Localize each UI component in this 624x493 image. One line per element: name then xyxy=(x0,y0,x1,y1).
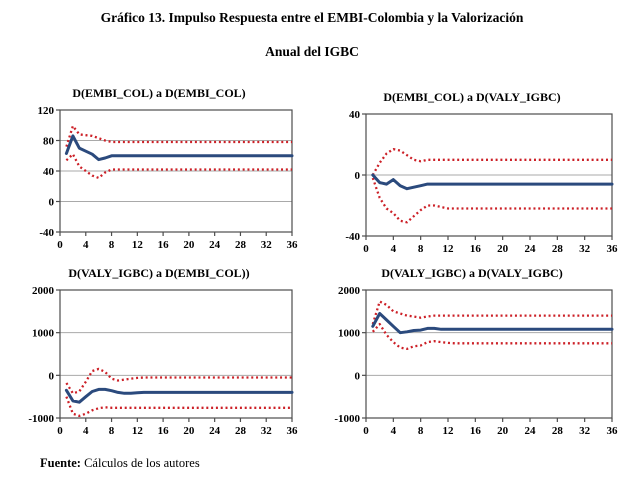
plot-background xyxy=(324,283,620,439)
chart-embi-to-valy: D(EMBI_COL) a D(VALY_IGBC) 40 0 -40 0 4 8 12 16… xyxy=(324,90,620,257)
x-tick-label: 32 xyxy=(261,239,273,251)
x-tick-label: 4 xyxy=(391,243,397,255)
y-tick-label: 2000 xyxy=(338,285,361,297)
y-tick-label: 1000 xyxy=(32,328,55,340)
x-tick-label: 36 xyxy=(287,239,299,251)
series-impulso-respuesta xyxy=(371,173,614,191)
chart-title: D(VALY_IGBC) a D(VALY_IGBC) xyxy=(381,266,563,280)
x-tick-label: 4 xyxy=(83,425,89,437)
x-tick-label: 12 xyxy=(443,425,455,437)
x-tick-label: 8 xyxy=(109,239,115,251)
x-tick-label: 36 xyxy=(607,243,619,255)
source-note: Fuente: Cálculos de los autores xyxy=(40,456,200,471)
x-tick-label: 4 xyxy=(391,425,397,437)
series-banda_superior xyxy=(371,147,612,176)
x-tick-label: 12 xyxy=(443,243,455,255)
x-tick-label: 24 xyxy=(209,239,221,251)
x-tick-label: 0 xyxy=(57,425,63,437)
x-tick-label: 16 xyxy=(470,243,482,255)
chart-title: D(VALY_IGBC) a D(EMBI_COL)) xyxy=(68,266,250,280)
series-banda_inferior xyxy=(65,396,292,418)
x-tick-label: 0 xyxy=(57,239,63,251)
chart-title: D(EMBI_COL) a D(EMBI_COL) xyxy=(72,86,246,100)
x-tick-label: 36 xyxy=(287,425,299,437)
y-tick-label: 40 xyxy=(43,166,55,178)
figure-title-line2: Anual del IGBC xyxy=(265,44,359,59)
x-tick-label: 16 xyxy=(470,425,482,437)
plot-background xyxy=(18,283,300,439)
x-tick-label: 20 xyxy=(497,425,509,437)
x-tick-label: 4 xyxy=(83,239,89,251)
x-tick-label: 28 xyxy=(552,425,564,437)
x-tick-label: 20 xyxy=(183,239,195,251)
y-tick-label: 0 xyxy=(355,170,361,182)
series-impulso-respuesta xyxy=(64,134,294,162)
series-banda_superior xyxy=(65,124,292,147)
x-tick-label: 0 xyxy=(363,243,369,255)
x-tick-label: 8 xyxy=(109,425,115,437)
series-banda_superior xyxy=(371,300,612,325)
plot-background xyxy=(324,107,620,257)
x-tick-label: 28 xyxy=(235,239,247,251)
y-tick-label: 120 xyxy=(38,105,55,117)
series-banda_inferior xyxy=(371,322,612,351)
y-tick-label: -40 xyxy=(39,227,54,239)
impulse-response-plot: 400-400 4 8 12 16 20 24 28 32 36 xyxy=(324,107,620,257)
chart-embi-to-embi: D(EMBI_COL) a D(EMBI_COL) 120 80 40 0 -40 0 4 8… xyxy=(18,86,300,253)
x-tick-label: 28 xyxy=(552,243,564,255)
x-tick-label: 24 xyxy=(525,425,537,437)
chart-title: D(EMBI_COL) a D(VALY_IGBC) xyxy=(383,90,561,104)
x-tick-label: 0 xyxy=(363,425,369,437)
x-tick-label: 16 xyxy=(158,425,170,437)
y-tick-label: 80 xyxy=(43,136,55,148)
series-impulso-respuesta xyxy=(371,312,614,335)
chart-valy-to-embi: D(VALY_IGBC) a D(EMBI_COL)) 2000 1000 0 -10… xyxy=(18,266,300,439)
x-tick-label: 24 xyxy=(209,425,221,437)
y-tick-label: -1000 xyxy=(28,413,54,425)
x-tick-label: 16 xyxy=(158,239,170,251)
y-tick-label: -40 xyxy=(345,231,360,243)
x-tick-label: 36 xyxy=(607,425,619,437)
y-tick-label: 0 xyxy=(355,370,361,382)
x-tick-label: 32 xyxy=(261,425,273,437)
x-tick-label: 28 xyxy=(235,425,247,437)
x-tick-label: 32 xyxy=(579,243,591,255)
source-label: Fuente: xyxy=(40,456,81,470)
series-banda_inferior xyxy=(371,177,612,224)
x-tick-label: 24 xyxy=(525,243,537,255)
x-tick-label: 8 xyxy=(418,425,424,437)
plot-area xyxy=(59,289,293,419)
y-tick-label: 0 xyxy=(49,197,55,209)
plot-area xyxy=(365,289,613,419)
x-tick-label: 12 xyxy=(132,239,144,251)
y-tick-label: 2000 xyxy=(32,285,55,297)
source-text: Cálculos de los autores xyxy=(80,456,200,470)
x-tick-label: 20 xyxy=(497,243,509,255)
figure-title-line1: Gráfico 13. Impulso Respuesta entre el E… xyxy=(100,10,524,25)
x-tick-label: 8 xyxy=(418,243,424,255)
x-tick-label: 20 xyxy=(183,425,195,437)
x-tick-label: 12 xyxy=(132,425,144,437)
y-tick-label: 1000 xyxy=(338,328,361,340)
y-tick-label: 40 xyxy=(349,109,361,121)
plot-background xyxy=(18,103,300,253)
chart-valy-to-valy: D(VALY_IGBC) a D(VALY_IGBC) 2000 1000 0 -10… xyxy=(324,266,620,439)
y-tick-label: 0 xyxy=(49,370,55,382)
series-impulso-respuesta xyxy=(64,387,294,404)
y-tick-label: -1000 xyxy=(334,413,360,425)
x-tick-label: 32 xyxy=(579,425,591,437)
